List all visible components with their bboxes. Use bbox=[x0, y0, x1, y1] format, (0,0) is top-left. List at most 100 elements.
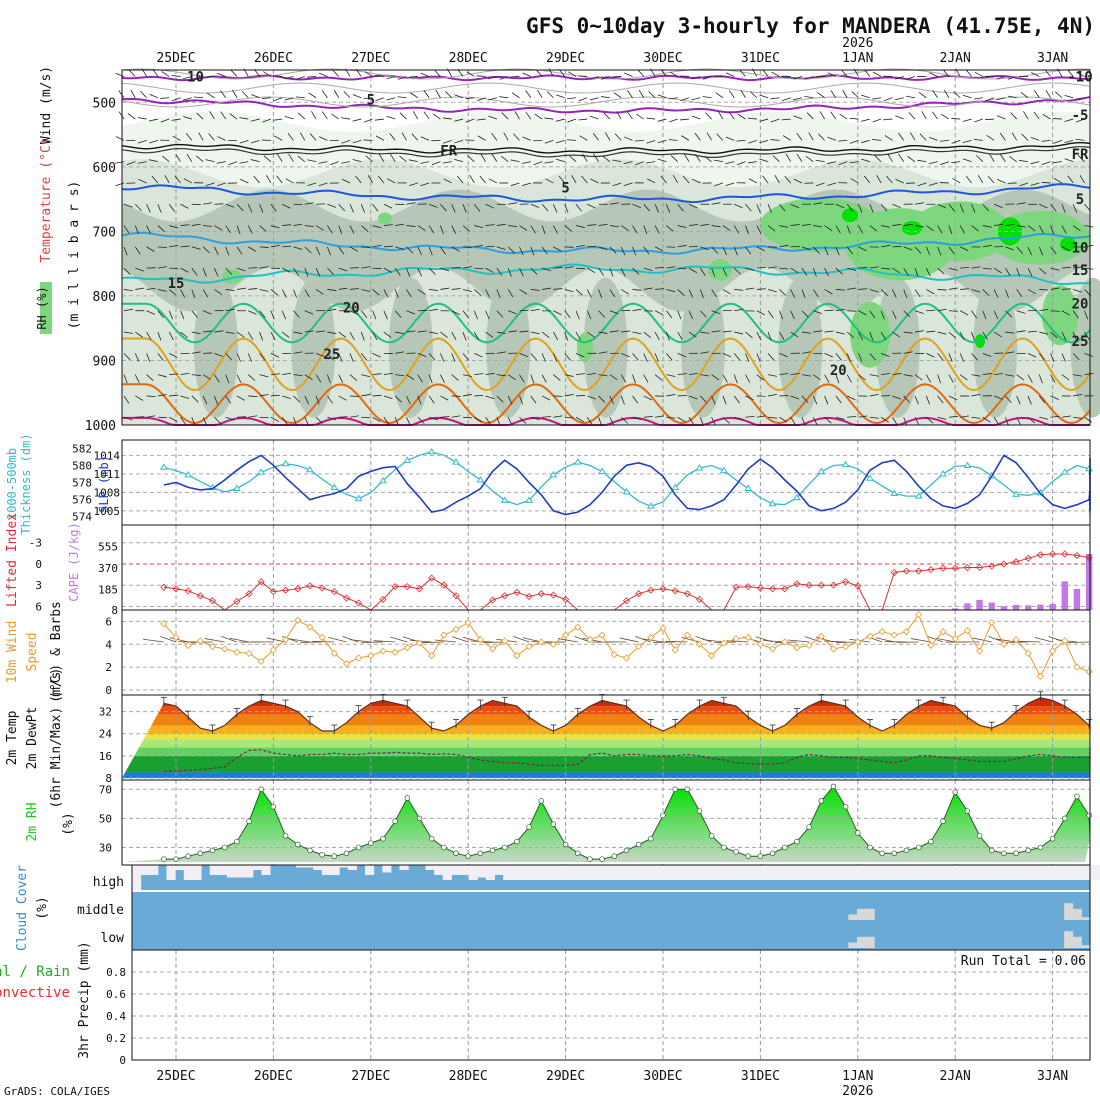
chart-title: GFS 0~10day 3-hourly for MANDERA (41.75E… bbox=[526, 14, 1095, 38]
cloud-low-gap bbox=[1081, 945, 1090, 948]
rh-marker bbox=[1050, 836, 1055, 841]
wind-speed-marker bbox=[1086, 669, 1092, 675]
wind-speed-marker bbox=[733, 636, 739, 642]
cloud-high-gap bbox=[866, 865, 875, 880]
cloud-high-gap bbox=[244, 865, 253, 878]
rh-marker bbox=[770, 851, 775, 856]
cloud-high-gap bbox=[365, 865, 374, 875]
cloud-high-gap bbox=[572, 865, 581, 880]
wind-tick-label: 2 bbox=[105, 661, 112, 674]
rh-marker bbox=[222, 845, 227, 850]
cape-bar bbox=[976, 600, 982, 610]
temp-axis-label: 2m Temp bbox=[5, 710, 20, 765]
rh-marker bbox=[405, 796, 410, 801]
lifted-index-line bbox=[164, 551, 1090, 610]
cloud-high-gap bbox=[961, 865, 970, 880]
wind-speed-marker bbox=[770, 646, 776, 652]
rh-bright-patch bbox=[902, 221, 922, 235]
cloud-high-gap bbox=[667, 865, 676, 880]
pressure-tick-label: 500 bbox=[93, 96, 116, 111]
cloud-high-gap bbox=[891, 865, 900, 880]
temp-tick-label: 24 bbox=[99, 728, 113, 741]
cloud-high-gap bbox=[814, 865, 823, 880]
cape-tick-label: 8 bbox=[111, 604, 118, 617]
year-label-bottom: 2026 bbox=[842, 1084, 873, 1099]
wind-speed-marker bbox=[1074, 664, 1080, 670]
cloud-high-gap bbox=[943, 865, 952, 880]
cloud-middle-gap bbox=[1081, 917, 1090, 920]
contour-label: 15 bbox=[168, 276, 185, 292]
cloud-high-gap bbox=[633, 865, 642, 880]
cloud-high-gap bbox=[581, 865, 590, 880]
rh-green-patch bbox=[708, 259, 732, 281]
rh-marker bbox=[1087, 813, 1092, 818]
wind-speed-marker bbox=[441, 632, 447, 638]
rh-marker bbox=[490, 848, 495, 853]
cape-bar bbox=[1013, 605, 1019, 610]
upper-wind-barb bbox=[825, 310, 834, 311]
date-label-bottom: 26DEC bbox=[254, 1069, 293, 1084]
rh-marker bbox=[661, 813, 666, 818]
surface-wind-barb bbox=[788, 640, 809, 642]
rh-marker bbox=[295, 842, 300, 847]
cloud-high-gap bbox=[900, 865, 909, 880]
rh-axis-label: RH (%) bbox=[35, 286, 49, 329]
cloud-middle-gap bbox=[1073, 909, 1082, 920]
wind-speed-marker bbox=[234, 649, 240, 655]
rh-marker bbox=[941, 819, 946, 824]
cloud-high-gap bbox=[141, 865, 150, 875]
rh-marker bbox=[271, 804, 276, 809]
rh-marker bbox=[320, 852, 325, 857]
rh-marker bbox=[721, 845, 726, 850]
wind-speed-marker bbox=[246, 650, 252, 656]
contour-label: 20 bbox=[343, 301, 360, 317]
surface-wind-barb bbox=[350, 640, 371, 642]
cloud-high-gap bbox=[1081, 865, 1090, 880]
thickness-marker bbox=[575, 459, 581, 464]
cloud-high-gap bbox=[995, 865, 1004, 880]
wind-speed-marker bbox=[879, 629, 885, 635]
upper-wind-barb bbox=[350, 396, 359, 397]
precip-tick-label: 0 bbox=[119, 1054, 126, 1067]
cape-tick-label: 555 bbox=[98, 540, 118, 553]
date-label-top: 29DEC bbox=[546, 51, 585, 66]
precip-axis-label: 3hr Precip (mm) bbox=[77, 941, 92, 1058]
cloud-high-gap bbox=[1004, 865, 1013, 880]
contour-label: 10 bbox=[187, 69, 204, 85]
wind-speed-marker bbox=[295, 617, 301, 623]
contour-label: 20 bbox=[1072, 297, 1089, 313]
wind-speed-marker bbox=[453, 626, 459, 632]
rh-marker bbox=[454, 851, 459, 856]
rh-marker bbox=[843, 804, 848, 809]
cloud-high-gap bbox=[1055, 865, 1064, 880]
wind-speed-marker bbox=[891, 632, 897, 638]
date-label-bottom: 3JAN bbox=[1037, 1069, 1068, 1084]
rh-marker bbox=[575, 851, 580, 856]
rh-marker bbox=[478, 851, 483, 856]
temp-band bbox=[122, 734, 1090, 740]
cloud-level-label: middle bbox=[77, 903, 124, 918]
surface-wind-barb bbox=[696, 637, 712, 642]
surface-wind-barb bbox=[513, 636, 529, 642]
cloud-high-gap bbox=[494, 865, 503, 875]
rh-marker bbox=[1014, 851, 1019, 856]
rh-marker bbox=[417, 816, 422, 821]
date-label-top: 28DEC bbox=[449, 51, 488, 66]
rh-marker bbox=[734, 849, 739, 854]
rh-marker bbox=[795, 839, 800, 844]
upper-wind-barb bbox=[533, 140, 542, 141]
cloud-high-gap bbox=[728, 865, 737, 880]
cloud-high-gap bbox=[797, 865, 806, 880]
cloud-middle-gap bbox=[857, 909, 866, 920]
cloud-high-gap bbox=[218, 865, 227, 875]
rh-marker bbox=[198, 851, 203, 856]
thickness-marker bbox=[891, 491, 897, 496]
rh-tick-label: 70 bbox=[99, 783, 112, 796]
date-label-bottom: 2JAN bbox=[940, 1069, 971, 1084]
wind-speed-marker bbox=[757, 641, 763, 647]
cloud-high-gap bbox=[831, 865, 840, 880]
thickness-tick-label: 576 bbox=[72, 494, 92, 507]
cloud-high-gap bbox=[874, 865, 883, 880]
wind-tick-label: 0 bbox=[105, 684, 112, 697]
